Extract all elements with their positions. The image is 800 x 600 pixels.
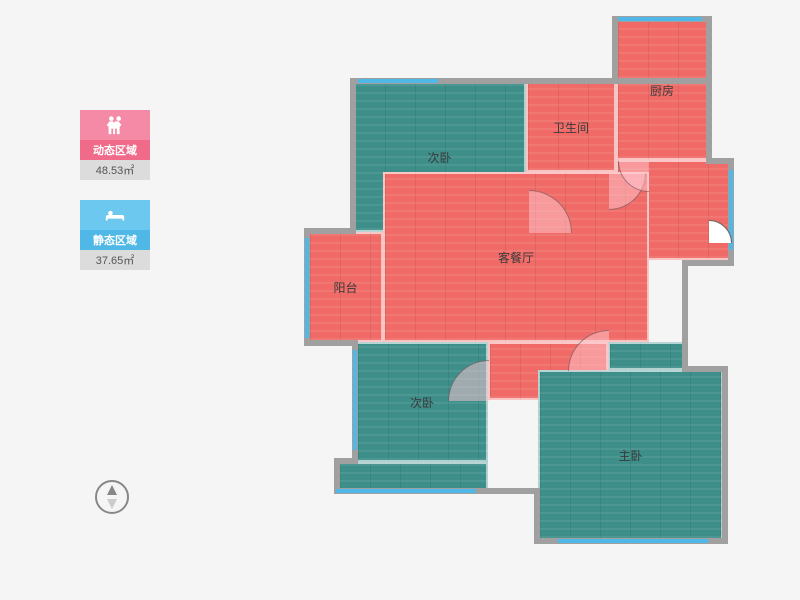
room-bedroom3: 次卧 (356, 342, 488, 462)
room-label-kitchen: 厨房 (650, 82, 674, 99)
window (353, 350, 357, 450)
wall (534, 488, 540, 544)
sleep-icon-svg (104, 204, 126, 226)
legend-panel: 动态区域 48.53㎡ 静态区域 37.65㎡ (80, 110, 150, 290)
window (358, 79, 438, 83)
legend-static-title: 静态区域 (80, 230, 150, 250)
legend-dynamic-title: 动态区域 (80, 140, 150, 160)
room-bathroom: 卫生间 (526, 82, 616, 172)
people-icon (80, 110, 150, 140)
room-label-balcony: 阳台 (333, 279, 357, 296)
wall (722, 366, 728, 544)
wall (682, 260, 688, 368)
compass-icon (95, 480, 129, 514)
room-master: 主卧 (538, 370, 723, 540)
floor-plan: 厨房卫生间次卧客餐厅阳台次卧主卧 (278, 20, 778, 580)
wall (350, 78, 356, 234)
window (558, 539, 708, 543)
room-label-living: 客餐厅 (498, 249, 534, 266)
legend-dynamic-value: 48.53㎡ (80, 160, 150, 180)
sleep-icon (80, 200, 150, 230)
legend-static: 静态区域 37.65㎡ (80, 200, 150, 270)
people-icon-svg (104, 114, 126, 136)
room-label-bedroom3: 次卧 (410, 394, 434, 411)
window (618, 17, 702, 21)
wall (304, 228, 352, 234)
room-kitchen: 厨房 (616, 20, 708, 160)
room-hall-to-master (608, 342, 688, 370)
room-balcony: 阳台 (308, 232, 383, 342)
wall (304, 340, 358, 346)
legend-static-value: 37.65㎡ (80, 250, 150, 270)
wall (682, 260, 734, 266)
room-label-master: 主卧 (618, 447, 642, 464)
legend-dynamic: 动态区域 48.53㎡ (80, 110, 150, 180)
wall (612, 16, 618, 80)
window (305, 238, 309, 338)
window (336, 489, 476, 493)
room-label-bedroom2: 次卧 (427, 149, 451, 166)
room-label-bathroom: 卫生间 (553, 119, 589, 136)
wall (706, 16, 712, 164)
